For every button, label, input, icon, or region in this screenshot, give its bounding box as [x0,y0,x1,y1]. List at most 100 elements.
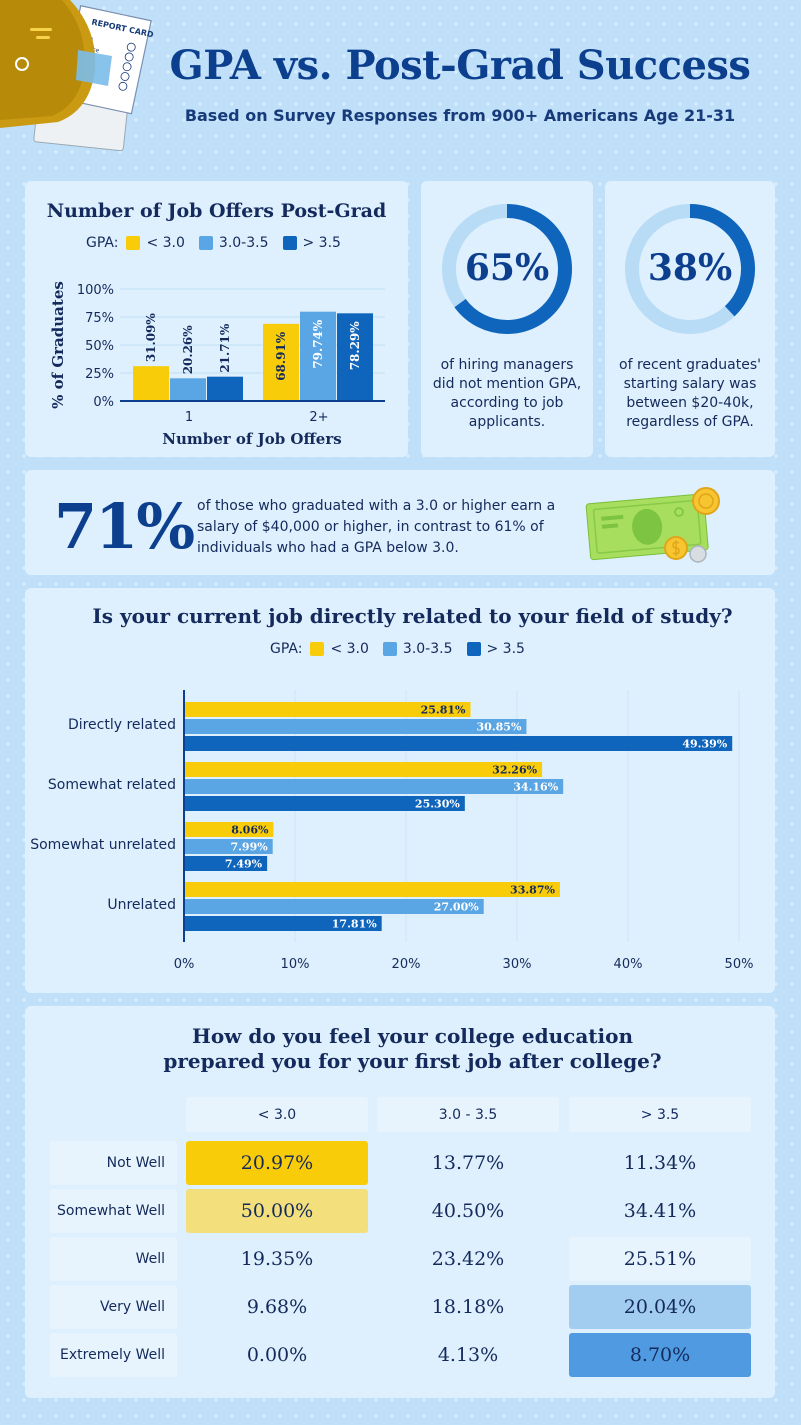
table-column-header: < 3.0 [186,1097,368,1132]
bar [184,736,733,751]
legend-swatch-mid [198,236,213,250]
bar-value-label: 25.81% [421,704,466,717]
bar-value-label: 31.09% [144,313,158,363]
bar-value-label: 27.00% [434,901,479,914]
legend-swatch-low [126,236,141,250]
bar [184,779,564,794]
x-tick-label: 10% [281,957,310,972]
stat-text-line: of hiring managers [440,357,574,373]
bar-value-label: 17.81% [332,918,377,931]
field-of-study-title: Is your current job directly related to … [92,604,733,628]
legend-text-mid: 3.0-3.5 [218,235,269,251]
y-tick-label: 100% [77,283,114,298]
x-tick-label: 50% [725,957,754,972]
bar [184,899,484,914]
legend-item-low: < 3.0 [310,641,369,657]
x-tick-label: 1 [185,410,193,425]
page-subtitle: Based on Survey Responses from 900+ Amer… [184,106,736,125]
table-cell: 23.42% [431,1248,505,1270]
bar-value-label: 33.87% [510,884,555,897]
table-cell: 11.34% [623,1152,697,1174]
job-offers-legend: GPA: < 3.0 3.0-3.5 > 3.5 [86,235,355,251]
bar [184,916,382,931]
x-axis-label: Number of Job Offers [162,430,341,448]
x-tick-label: 2+ [309,410,328,425]
legend-item-high: > 3.5 [466,641,525,657]
table-cell: 18.18% [431,1296,505,1318]
job-offers-title: Number of Job Offers Post-Grad [46,200,387,222]
ring-chart-starting-salary [625,204,755,334]
x-tick-label: 40% [614,957,643,972]
table-cell: 20.04% [569,1285,751,1329]
stat-value-starting-salary: 38% [647,247,733,289]
stat-text-line: according to job [450,395,564,411]
bar-value-label: 25.30% [415,798,460,811]
category-label: Unrelated [107,897,176,913]
stat-text-line: did not mention GPA, [432,376,582,392]
legend-item-mid: 3.0-3.5 [198,235,269,251]
folder-button [15,57,29,71]
legend-swatch-low [310,642,325,656]
bar [133,366,169,401]
category-label: Somewhat related [48,777,176,793]
preparation-title-line: prepared you for your first job after co… [163,1049,662,1073]
ring-chart-hiring-managers [442,204,572,334]
table-cell: 19.35% [240,1248,314,1270]
bar-value-label: 32.26% [492,764,537,777]
bar [337,313,373,401]
bar [184,882,560,897]
bar [207,376,243,401]
legend-swatch-high [466,642,481,656]
salary-stat-value: 71% [54,490,195,563]
field-of-study-legend: GPA: < 3.0 3.0-3.5 > 3.5 [270,641,539,657]
legend-item-mid: 3.0-3.5 [382,641,453,657]
bar-value-label: 7.99% [230,841,268,854]
bar [184,822,274,837]
table-cell: 13.77% [431,1152,505,1174]
legend-text-low: < 3.0 [330,641,369,657]
preparation-title-line: How do you feel your college education [192,1024,633,1048]
stat-card-hiring-managers [421,181,593,457]
legend-text-high: > 3.5 [302,235,341,251]
field-of-study-chart: 0% 10% 20% 30% 40% 50% 25.81% 30.85% 49.39% Direc… [30,690,754,972]
stat-value-hiring-managers: 65% [464,247,550,289]
table-cell: 8.70% [569,1333,751,1377]
table-cell: 20.97% [186,1141,368,1185]
bar [300,311,336,401]
bar-value-label: 79.74% [311,319,325,369]
stat-text-hiring-managers: of hiring managers did not mention GPA, … [421,356,593,432]
stat-text-line: applicants. [468,414,546,430]
coin-silver-icon [689,545,707,563]
bar [170,378,206,401]
stat-text-starting-salary: of recent graduates' starting salary was… [605,356,775,432]
ring-progress [689,204,755,317]
category-label: Somewhat unrelated [30,837,176,853]
job-offers-chart: 0% 25% 50% 75% 100% 31.09% 20.26% 21.71% 1 68.91%… [49,281,385,448]
category-label: Directly related [68,717,176,733]
table-row-label: Not Well [50,1141,177,1185]
stat-text-line: between $20-40k, [626,395,754,411]
coin-icon [692,487,720,515]
table-cell: 0.00% [246,1344,308,1366]
preparation-title: How do you feel your college education pr… [25,1024,800,1074]
table-row-label: Extremely Well [50,1333,177,1377]
y-tick-label: 50% [85,339,114,354]
bar [184,719,527,734]
report-card-illustration: REPORT CARD Math Science Arts [0,0,155,152]
legend-label: GPA: [86,235,119,251]
x-tick-label: 20% [392,957,421,972]
y-tick-label: 0% [93,395,114,410]
legend-text-low: < 3.0 [146,235,185,251]
bar-value-label: 21.71% [218,323,232,373]
table-cell: 34.41% [623,1200,697,1222]
bar [263,323,299,401]
ring-progress [454,204,572,334]
bar-value-label: 30.85% [477,721,522,734]
bar [184,796,465,811]
y-tick-label: 25% [85,367,114,382]
preparation-title-text: How do you feel your college education pr… [25,1024,800,1074]
x-tick-label: 30% [503,957,532,972]
money-illustration [585,487,720,563]
y-tick-label: 75% [85,311,114,326]
bar [184,856,268,871]
